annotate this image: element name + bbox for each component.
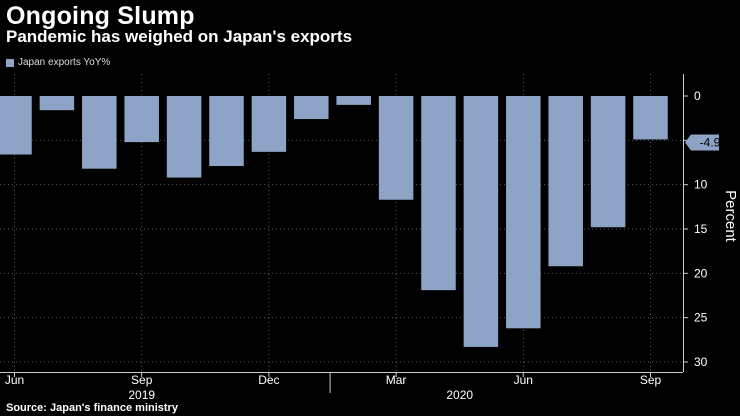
y-tick-label: 20	[694, 266, 708, 280]
chart-title: Ongoing Slump	[6, 2, 195, 30]
chart-subtitle: Pandemic has weighed on Japan's exports	[6, 27, 353, 46]
y-axis-title: Percent	[722, 190, 739, 243]
bar-aug-2019	[82, 96, 117, 169]
x-tick-label: Jun	[514, 373, 533, 387]
x-tick-label: Jun	[5, 373, 24, 387]
bar-apr-2020	[421, 96, 456, 291]
x-tick-label: Mar	[386, 373, 407, 387]
y-tick-label: 10	[694, 178, 708, 192]
legend: Japan exports YoY%	[6, 57, 110, 68]
bar-oct-2019	[166, 96, 202, 178]
bar-sep-2020	[633, 96, 668, 140]
source-note: Source: Japan's finance ministry	[6, 402, 178, 414]
x-tick-label: Dec	[258, 373, 279, 387]
bar-aug-2020	[590, 96, 626, 228]
bar-feb-2020	[336, 96, 371, 105]
y-tick-label: 0	[694, 89, 701, 103]
bar-dec-2019	[251, 96, 287, 152]
y-tick-label: 15	[694, 222, 708, 236]
bar-nov-2019	[209, 96, 244, 167]
bar-jul-2019	[39, 96, 75, 111]
y-tick-label: 30	[694, 355, 708, 369]
x-tick-label: Sep	[640, 373, 662, 387]
bar-jan-2020	[294, 96, 329, 120]
year-label: 2019	[128, 388, 155, 402]
x-tick-label: Sep	[131, 373, 153, 387]
year-label: 2020	[446, 388, 473, 402]
bar-jun-2019	[0, 96, 32, 155]
last-value-callout	[685, 134, 719, 151]
bar-jul-2020	[548, 96, 583, 267]
legend-label: Japan exports YoY%	[18, 57, 111, 68]
last-value-label: -4.9	[700, 135, 721, 149]
bar-jun-2020	[506, 96, 541, 329]
bar-may-2020	[463, 96, 499, 347]
bar-mar-2020	[378, 96, 414, 200]
y-tick-label: 25	[694, 311, 708, 325]
bar-sep-2019	[124, 96, 159, 143]
legend-swatch	[6, 58, 14, 67]
